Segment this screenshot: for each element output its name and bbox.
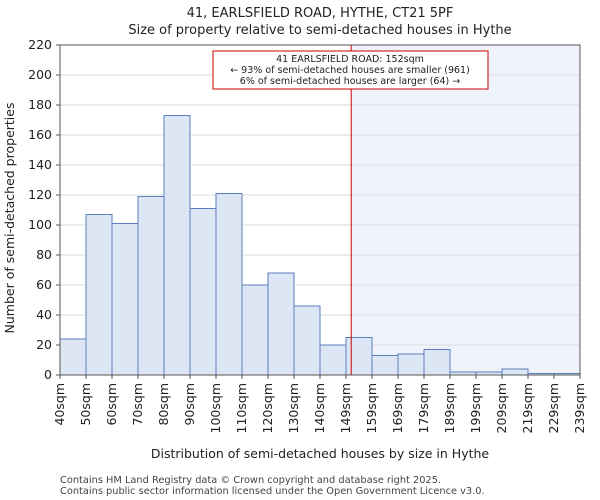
x-tick-label: 40sqm — [52, 383, 67, 426]
y-tick-label: 160 — [28, 127, 52, 142]
y-tick-label: 220 — [28, 37, 52, 52]
histogram-bar — [319, 344, 347, 376]
y-tick-label: 80 — [36, 247, 52, 262]
chart-title: 41, EARLSFIELD ROAD, HYTHE, CT21 5PF — [187, 6, 454, 21]
histogram-bar — [241, 284, 269, 376]
y-tick-label: 60 — [36, 277, 52, 292]
x-tick-label: 189sqm — [442, 383, 457, 433]
histogram-bar — [501, 368, 529, 376]
y-tick-label: 0 — [44, 367, 52, 382]
histogram-bar — [85, 214, 113, 376]
x-axis-label: Distribution of semi-detached houses by … — [151, 446, 490, 461]
annotation-line-1: 41 EARLSFIELD ROAD: 152sqm — [276, 54, 424, 65]
annotation-frame — [212, 50, 489, 90]
footer-line-1: Contains HM Land Registry data © Crown c… — [60, 475, 441, 486]
y-axis-label: Number of semi-detached properties — [2, 103, 17, 334]
annotation-line-3: 6% of semi-detached houses are larger (6… — [240, 76, 460, 87]
histogram-bar — [371, 355, 399, 376]
larger-region-shade — [351, 45, 580, 375]
x-tick-label: 110sqm — [234, 383, 249, 433]
x-tick-label: 149sqm — [338, 383, 353, 433]
histogram-bar — [423, 349, 451, 376]
x-tick-label: 70sqm — [130, 383, 145, 426]
histogram-bar — [345, 337, 373, 376]
histogram-bar — [267, 272, 295, 376]
histogram-bar — [397, 353, 425, 376]
x-tick-label: 239sqm — [572, 383, 587, 433]
x-tick-label: 90sqm — [182, 383, 197, 426]
histogram-bar — [189, 208, 217, 376]
y-tick-label: 140 — [28, 157, 52, 172]
histogram-bar — [215, 193, 243, 376]
x-tick-label: 80sqm — [156, 383, 171, 426]
y-tick-label: 40 — [36, 307, 52, 322]
x-tick-label: 50sqm — [78, 383, 93, 426]
x-tick-label: 209sqm — [494, 383, 509, 433]
x-tick-label: 100sqm — [208, 383, 223, 433]
y-tick-label: 120 — [28, 187, 52, 202]
footer-line-2: Contains public sector information licen… — [60, 486, 485, 497]
x-tick-label: 140sqm — [312, 383, 327, 433]
histogram-bar — [163, 115, 191, 376]
y-tick-label: 200 — [28, 67, 52, 82]
annotation-box: 41 EARLSFIELD ROAD: 152sqm ← 93% of semi… — [212, 50, 489, 90]
y-tick-label: 100 — [28, 217, 52, 232]
histogram-bar — [111, 223, 139, 376]
histogram-bar — [293, 305, 321, 376]
x-tick-label: 130sqm — [286, 383, 301, 433]
histogram-bar — [137, 196, 165, 376]
y-tick-label: 20 — [36, 337, 52, 352]
x-tick-label: 159sqm — [364, 383, 379, 433]
histogram-bar — [59, 338, 87, 376]
x-tick-label: 199sqm — [468, 383, 483, 433]
x-tick-label: 60sqm — [104, 383, 119, 426]
x-tick-label: 179sqm — [416, 383, 431, 433]
annotation-line-2: ← 93% of semi-detached houses are smalle… — [230, 65, 470, 76]
x-tick-label: 229sqm — [546, 383, 561, 433]
chart-subtitle: Size of property relative to semi-detach… — [128, 23, 511, 38]
x-tick-label: 219sqm — [520, 383, 535, 433]
x-tick-label: 120sqm — [260, 383, 275, 433]
y-tick-label: 180 — [28, 97, 52, 112]
x-tick-label: 169sqm — [390, 383, 405, 433]
